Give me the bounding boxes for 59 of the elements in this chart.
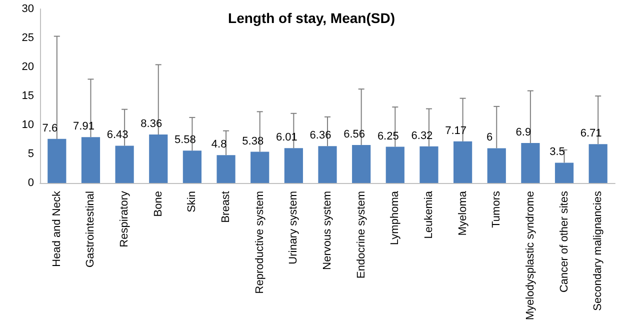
x-tick-label: Tumors <box>490 190 503 228</box>
x-tick-label: Secondary malignancies <box>592 190 604 311</box>
bar <box>588 144 608 184</box>
x-tick-label: Breast <box>220 191 232 223</box>
x-tick-label: Cancer of other sites <box>558 190 570 293</box>
data-label: 6.01 <box>276 132 298 144</box>
bar <box>487 148 506 184</box>
x-tick-label: Endocrine system <box>355 191 368 278</box>
y-tick-label: 0 <box>28 177 34 190</box>
x-tick-label: Myelodysplastic syndrome <box>524 191 536 320</box>
data-label: 6.56 <box>344 128 366 140</box>
data-label: 3.5 <box>550 146 565 158</box>
x-tick-label: Nervous system <box>322 191 334 270</box>
bar <box>250 152 270 184</box>
bar <box>81 137 100 184</box>
bar <box>115 146 134 184</box>
bar <box>521 142 540 184</box>
y-tick-label: 30 <box>22 3 34 15</box>
bar <box>420 146 438 184</box>
data-label: 7.91 <box>73 120 94 133</box>
y-tick-label: 25 <box>22 32 34 44</box>
data-label: 6.25 <box>377 130 399 142</box>
data-label: 7.6 <box>42 122 58 134</box>
bar <box>554 162 574 184</box>
x-tick-label: Head and Neck <box>50 190 63 267</box>
bar <box>453 141 472 184</box>
data-label: 4.8 <box>211 138 227 151</box>
y-tick-label: 20 <box>22 61 34 74</box>
data-label: 7.17 <box>445 124 467 137</box>
x-tick-label: Bone <box>152 191 164 217</box>
bar <box>284 148 303 184</box>
bar <box>149 134 168 184</box>
bar <box>216 155 236 184</box>
data-label: 6.9 <box>516 126 532 138</box>
chart-title: Length of stay, Mean(SD) <box>228 10 395 26</box>
data-label: 8.36 <box>140 118 162 130</box>
data-label: 6.43 <box>106 129 128 142</box>
data-label: 6.71 <box>580 128 602 140</box>
y-tick-label: 10 <box>22 119 34 132</box>
x-tick-label: Respiratory <box>118 190 131 248</box>
data-label: 6.36 <box>310 130 332 142</box>
x-tick-label: Urinary system <box>288 191 300 264</box>
x-tick-label: Myeloma <box>456 190 469 236</box>
x-tick-label: Leukemia <box>422 190 435 239</box>
bar <box>48 138 66 184</box>
bar <box>352 144 371 184</box>
data-label: 6 <box>486 132 493 144</box>
x-tick-label: Skin <box>186 191 198 212</box>
y-tick-label: 15 <box>22 90 34 102</box>
x-tick-label: Gastrointestinal <box>84 191 97 268</box>
y-tick-label: 5 <box>28 148 34 160</box>
bar <box>386 146 404 184</box>
data-label: 6.32 <box>411 130 433 142</box>
data-label: 5.58 <box>174 134 196 146</box>
x-tick-label: Lymphoma <box>389 190 402 246</box>
bar <box>318 146 337 184</box>
x-tick-label: Reproductive system <box>254 191 266 294</box>
bar <box>182 150 202 184</box>
data-label: 5.38 <box>242 135 264 148</box>
